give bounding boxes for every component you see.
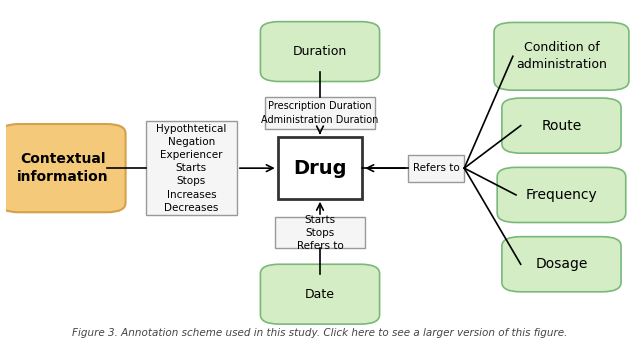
- FancyBboxPatch shape: [265, 97, 375, 129]
- FancyBboxPatch shape: [408, 155, 464, 182]
- Text: Duration: Duration: [293, 45, 347, 58]
- Text: Starts
Stops
Refers to: Starts Stops Refers to: [296, 215, 344, 251]
- Text: Contextual
information: Contextual information: [17, 152, 109, 184]
- Text: Drug: Drug: [293, 159, 347, 178]
- FancyBboxPatch shape: [494, 22, 629, 90]
- Text: Route: Route: [541, 119, 582, 133]
- Text: Condition of
administration: Condition of administration: [516, 41, 607, 71]
- Text: Date: Date: [305, 288, 335, 301]
- FancyBboxPatch shape: [0, 124, 125, 212]
- Text: Refers to: Refers to: [413, 163, 460, 173]
- Text: Frequency: Frequency: [525, 188, 597, 202]
- FancyBboxPatch shape: [502, 98, 621, 153]
- FancyBboxPatch shape: [146, 121, 237, 215]
- FancyBboxPatch shape: [502, 237, 621, 292]
- Text: Hypothtetical
Negation
Experiencer
Starts
Stops
Increases
Decreases: Hypothtetical Negation Experiencer Start…: [156, 124, 227, 213]
- FancyBboxPatch shape: [278, 137, 362, 199]
- Text: Dosage: Dosage: [535, 257, 588, 271]
- FancyBboxPatch shape: [275, 217, 365, 249]
- FancyBboxPatch shape: [260, 22, 380, 81]
- Text: Figure 3. Annotation scheme used in this study. Click here to see a larger versi: Figure 3. Annotation scheme used in this…: [72, 328, 568, 338]
- FancyBboxPatch shape: [260, 264, 380, 324]
- FancyBboxPatch shape: [497, 167, 626, 223]
- Text: Prescription Duration
Administration Duration: Prescription Duration Administration Dur…: [261, 101, 379, 125]
